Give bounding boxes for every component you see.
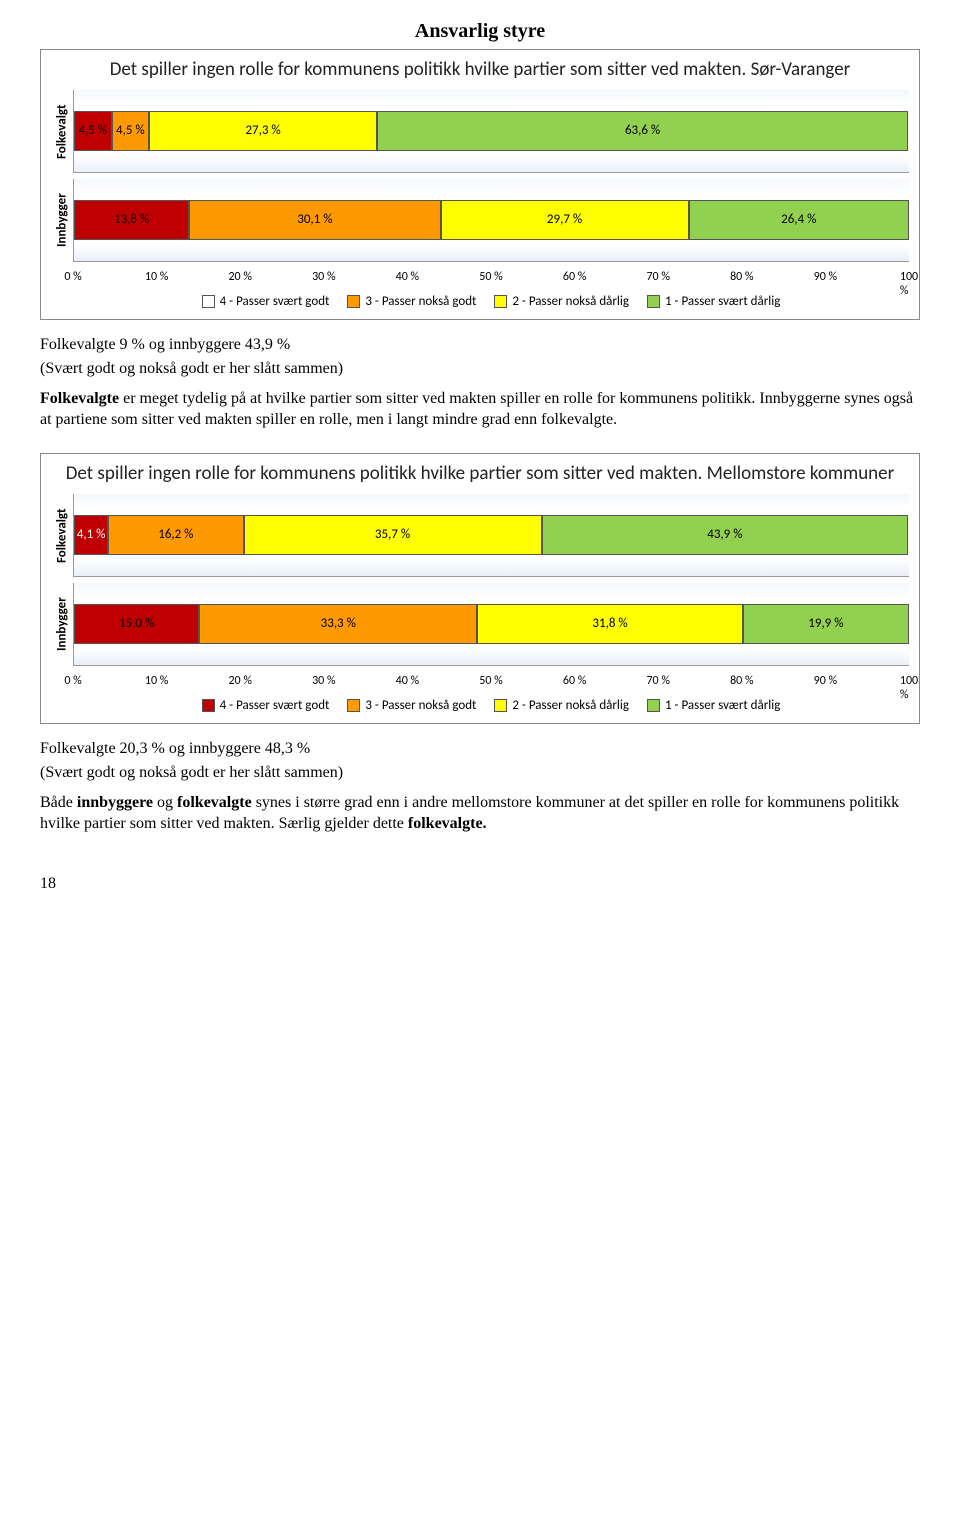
legend-item-3: 3 - Passer nokså godt — [347, 294, 476, 309]
bar-segment: 30,1 % — [189, 200, 440, 240]
legend-item-1: 1 - Passer svært dårlig — [647, 294, 780, 309]
para2-bold1: innbyggere — [77, 794, 153, 811]
swatch-4 — [202, 295, 215, 308]
bar-segment: 4,1 % — [74, 515, 108, 555]
x-tick: 0 % — [64, 270, 81, 284]
bar-segment: 26,4 % — [689, 200, 909, 240]
y-axis-label: Innbygger — [51, 583, 73, 666]
x-tick: 100 % — [900, 674, 918, 702]
bar-segment: 29,7 % — [441, 200, 689, 240]
chart-2-legend: 4 - Passer svært godt 3 - Passer nokså g… — [73, 698, 909, 713]
bar-segment: 4,5 % — [112, 111, 150, 151]
para2-mid: og — [153, 794, 177, 811]
legend2-item-2: 2 - Passer nokså dårlig — [494, 698, 629, 713]
legend2-item-3: 3 - Passer nokså godt — [347, 698, 476, 713]
para2-bold2: folkevalgte — [177, 794, 252, 811]
swatch2-4 — [202, 699, 215, 712]
chart-row: Folkevalgt4,1 %16,2 %35,7 %43,9 % — [51, 494, 909, 577]
summary-2-line: Folkevalgte 20,3 % og innbyggere 48,3 % — [40, 740, 920, 758]
x-tick: 60 % — [563, 674, 586, 688]
bar-segment: 4,5 % — [74, 111, 112, 151]
x-tick: 40 % — [396, 674, 419, 688]
x-tick: 60 % — [563, 270, 586, 284]
bar-segment: 19,9 % — [743, 604, 909, 644]
y-axis-label: Folkevalgt — [51, 90, 73, 173]
y-axis-label: Folkevalgt — [51, 494, 73, 577]
summary-1-line: Folkevalgte 9 % og innbyggere 43,9 % — [40, 336, 920, 354]
chart-row: Innbygger13,8 %30,1 %29,7 %26,4 % — [51, 179, 909, 262]
paragraph-2: Både innbyggere og folkevalgte synes i s… — [40, 792, 920, 835]
x-tick: 0 % — [64, 674, 81, 688]
legend2-item-1: 1 - Passer svært dårlig — [647, 698, 780, 713]
legend2-label-4: 4 - Passer svært godt — [220, 698, 330, 713]
chart-1-legend: 4 - Passer svært godt 3 - Passer nokså g… — [73, 294, 909, 309]
swatch2-1 — [647, 699, 660, 712]
legend-label-2: 2 - Passer nokså dårlig — [512, 294, 629, 309]
chart-2-xaxis: 0 %10 %20 %30 %40 %50 %60 %70 %80 %90 %1… — [73, 674, 909, 692]
x-tick: 10 % — [145, 270, 168, 284]
x-tick: 90 % — [814, 674, 837, 688]
x-tick: 70 % — [646, 270, 669, 284]
x-tick: 50 % — [479, 270, 502, 284]
chart-2: Det spiller ingen rolle for kommunens po… — [40, 453, 920, 724]
para2-bold3: folkevalgte. — [408, 815, 487, 832]
chart-1: Det spiller ingen rolle for kommunens po… — [40, 49, 920, 320]
x-tick: 10 % — [145, 674, 168, 688]
x-tick: 50 % — [479, 674, 502, 688]
chart-row: Folkevalgt4,5 %4,5 %27,3 %63,6 % — [51, 90, 909, 173]
swatch2-2 — [494, 699, 507, 712]
y-axis-label: Innbygger — [51, 179, 73, 262]
x-tick: 90 % — [814, 270, 837, 284]
swatch-2 — [494, 295, 507, 308]
x-tick: 100 % — [900, 270, 918, 298]
bar-segment: 63,6 % — [377, 111, 908, 151]
bar-segment: 16,2 % — [108, 515, 243, 555]
stacked-bar: 4,1 %16,2 %35,7 %43,9 % — [74, 515, 909, 555]
stacked-bar: 15,0 %33,3 %31,8 %19,9 % — [74, 604, 909, 644]
x-tick: 30 % — [312, 674, 335, 688]
main-title: Ansvarlig styre — [40, 20, 920, 43]
legend2-label-3: 3 - Passer nokså godt — [365, 698, 476, 713]
x-tick: 40 % — [396, 270, 419, 284]
stacked-bar: 13,8 %30,1 %29,7 %26,4 % — [74, 200, 909, 240]
bar-segment: 43,9 % — [542, 515, 909, 555]
x-tick: 80 % — [730, 674, 753, 688]
x-tick: 20 % — [228, 270, 251, 284]
x-tick: 30 % — [312, 270, 335, 284]
bar-segment: 31,8 % — [477, 604, 743, 644]
chart-1-title: Det spiller ingen rolle for kommunens po… — [51, 58, 909, 82]
bar-segment: 27,3 % — [149, 111, 377, 151]
swatch-1 — [647, 295, 660, 308]
legend-label-1: 1 - Passer svært dårlig — [665, 294, 780, 309]
legend-label-4: 4 - Passer svært godt — [220, 294, 330, 309]
legend2-item-4: 4 - Passer svært godt — [202, 698, 330, 713]
legend-label-3: 3 - Passer nokså godt — [365, 294, 476, 309]
x-tick: 80 % — [730, 270, 753, 284]
bar-segment: 13,8 % — [74, 200, 189, 240]
bar-segment: 35,7 % — [244, 515, 542, 555]
legend-item-4: 4 - Passer svært godt — [202, 294, 330, 309]
chart-2-title: Det spiller ingen rolle for kommunens po… — [51, 462, 909, 486]
chart-row: Innbygger15,0 %33,3 %31,8 %19,9 % — [51, 583, 909, 666]
x-tick: 20 % — [228, 674, 251, 688]
paragraph-1: Folkevalgte er meget tydelig på at hvilk… — [40, 388, 920, 431]
paragraph-1-text: er meget tydelig på at hvilke partier so… — [40, 390, 913, 429]
summary-2-note: (Svært godt og nokså godt er her slått s… — [40, 764, 920, 782]
legend-item-2: 2 - Passer nokså dårlig — [494, 294, 629, 309]
legend2-label-2: 2 - Passer nokså dårlig — [512, 698, 629, 713]
para2-pre: Både — [40, 794, 77, 811]
swatch2-3 — [347, 699, 360, 712]
paragraph-1-bold: Folkevalgte — [40, 390, 119, 407]
stacked-bar: 4,5 %4,5 %27,3 %63,6 % — [74, 111, 909, 151]
swatch-3 — [347, 295, 360, 308]
x-tick: 70 % — [646, 674, 669, 688]
page-number: 18 — [40, 875, 920, 893]
bar-segment: 33,3 % — [199, 604, 477, 644]
legend2-label-1: 1 - Passer svært dårlig — [665, 698, 780, 713]
summary-1-note: (Svært godt og nokså godt er her slått s… — [40, 360, 920, 378]
chart-1-xaxis: 0 %10 %20 %30 %40 %50 %60 %70 %80 %90 %1… — [73, 270, 909, 288]
bar-segment: 15,0 % — [74, 604, 199, 644]
